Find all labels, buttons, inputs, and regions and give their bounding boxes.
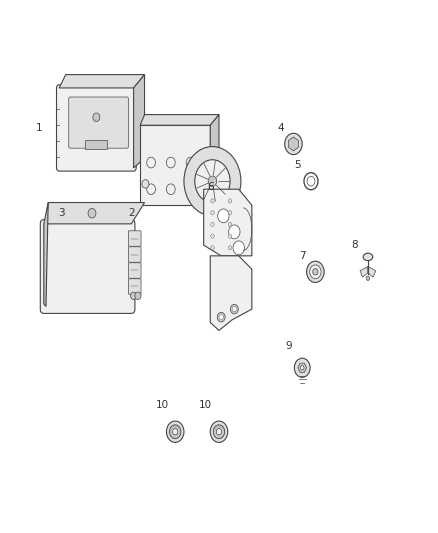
Circle shape [195, 160, 230, 203]
Circle shape [219, 314, 223, 320]
Polygon shape [140, 115, 219, 125]
FancyBboxPatch shape [128, 279, 141, 294]
Circle shape [228, 199, 232, 203]
Polygon shape [210, 256, 252, 330]
Polygon shape [204, 189, 252, 256]
Circle shape [131, 292, 137, 300]
FancyBboxPatch shape [69, 97, 128, 148]
Bar [140, 125, 210, 205]
Ellipse shape [363, 253, 373, 261]
Circle shape [228, 222, 232, 227]
Circle shape [142, 180, 149, 188]
Circle shape [93, 113, 100, 122]
Circle shape [229, 225, 240, 239]
Circle shape [210, 421, 228, 442]
Text: 10: 10 [155, 400, 169, 410]
Text: 10: 10 [199, 400, 212, 410]
Circle shape [135, 292, 141, 300]
FancyBboxPatch shape [128, 231, 141, 246]
Polygon shape [59, 75, 145, 88]
Circle shape [230, 304, 238, 314]
Circle shape [211, 211, 214, 215]
Circle shape [232, 306, 237, 312]
Circle shape [313, 269, 318, 275]
Polygon shape [289, 137, 298, 151]
Polygon shape [44, 203, 48, 306]
Polygon shape [46, 203, 145, 224]
FancyBboxPatch shape [128, 247, 141, 262]
Circle shape [218, 209, 229, 223]
Circle shape [88, 208, 96, 218]
Circle shape [285, 133, 302, 155]
Circle shape [304, 173, 318, 190]
Circle shape [186, 184, 195, 195]
Bar [85, 140, 107, 149]
Circle shape [147, 157, 155, 168]
Text: 2: 2 [128, 208, 135, 218]
Circle shape [228, 246, 232, 250]
Circle shape [184, 147, 241, 216]
Circle shape [228, 211, 232, 215]
Circle shape [166, 184, 175, 195]
Text: 5: 5 [294, 160, 301, 170]
Circle shape [300, 366, 304, 370]
Circle shape [211, 222, 214, 227]
Circle shape [310, 265, 321, 279]
Text: 9: 9 [286, 342, 293, 351]
FancyBboxPatch shape [57, 85, 136, 171]
Text: 8: 8 [351, 240, 358, 250]
Circle shape [307, 176, 315, 186]
Circle shape [228, 234, 232, 238]
Circle shape [217, 312, 225, 322]
Circle shape [211, 246, 214, 250]
Circle shape [216, 429, 222, 435]
Circle shape [211, 199, 214, 203]
Polygon shape [134, 75, 145, 168]
Text: 1: 1 [36, 123, 43, 133]
Circle shape [186, 157, 195, 168]
Text: 7: 7 [299, 251, 306, 261]
Circle shape [166, 157, 175, 168]
Circle shape [170, 425, 181, 439]
Circle shape [211, 234, 214, 238]
Circle shape [213, 425, 225, 439]
Polygon shape [360, 266, 368, 277]
Circle shape [147, 184, 155, 195]
Polygon shape [368, 266, 376, 277]
Circle shape [366, 276, 370, 280]
Text: 4: 4 [277, 123, 284, 133]
Circle shape [166, 421, 184, 442]
Circle shape [173, 429, 178, 435]
FancyBboxPatch shape [128, 263, 141, 278]
Text: 6: 6 [207, 182, 214, 191]
Circle shape [294, 358, 310, 377]
FancyBboxPatch shape [40, 220, 135, 313]
Polygon shape [298, 363, 307, 373]
Circle shape [233, 241, 244, 255]
Circle shape [307, 261, 324, 282]
Circle shape [208, 176, 217, 187]
Text: 3: 3 [58, 208, 65, 218]
Polygon shape [210, 115, 219, 205]
